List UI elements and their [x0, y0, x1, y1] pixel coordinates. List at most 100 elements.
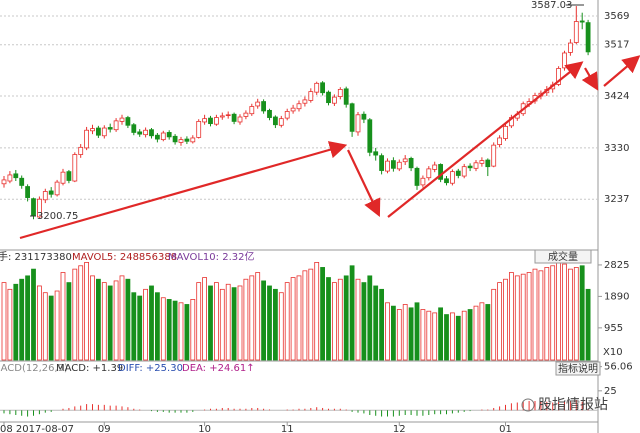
candle-body [479, 160, 485, 164]
candle-body [231, 113, 237, 122]
volume-bar [390, 305, 396, 361]
candle-body [66, 171, 72, 181]
x-tick-label: 08 2017-08-07 [0, 424, 74, 433]
volume-bar [72, 268, 78, 361]
y-tick-label: 3569 [604, 11, 629, 22]
volume-bar [373, 285, 379, 361]
volume-bar [449, 312, 455, 361]
volume-bar [331, 282, 337, 361]
candle-body [390, 160, 396, 169]
candle-body [154, 134, 160, 140]
volume-bar [66, 282, 72, 361]
arrows [19, 55, 640, 240]
candle-body [119, 117, 125, 122]
volume-bar [96, 278, 101, 361]
candle-body [573, 21, 579, 43]
arrow [603, 55, 640, 87]
volume-bar [385, 302, 390, 361]
candle-body [414, 167, 420, 186]
candle-body [78, 146, 84, 155]
volume-bar [349, 265, 355, 361]
volume-bar [101, 282, 107, 361]
candle-body [373, 151, 379, 156]
volume-bar [84, 262, 89, 361]
volume-bar [154, 292, 160, 361]
volume-bar [119, 275, 125, 361]
volume-bar [7, 288, 13, 361]
watermark-icon [521, 398, 535, 412]
button-label[interactable]: 成交量 [548, 250, 578, 263]
candle-body [196, 121, 202, 138]
volume-bar [479, 302, 485, 361]
candle-body [585, 22, 591, 53]
candle-body [396, 161, 402, 170]
candle-body [249, 106, 255, 115]
volume-bar [172, 300, 178, 361]
volume-bar [414, 302, 420, 361]
button[interactable] [555, 361, 601, 376]
candle-body [255, 101, 261, 107]
candle-body [272, 116, 278, 126]
candle-body [125, 117, 131, 126]
volume-bar [90, 275, 95, 361]
annotation: 3200.75 [37, 211, 78, 222]
volume-bar [296, 275, 302, 361]
volume-bar [396, 309, 402, 361]
candle-body [467, 165, 473, 169]
candle-body [461, 166, 467, 177]
legend: DEA: +24.61↑ [182, 363, 255, 374]
volume-bar [42, 292, 48, 361]
annotation: 3587.03 [531, 0, 572, 11]
candle-body [444, 178, 449, 184]
candle-body [302, 99, 308, 104]
candle-body [166, 132, 172, 138]
volume-bar [107, 285, 113, 361]
volume-bar [473, 305, 479, 361]
volume-bar [1, 282, 7, 361]
volume-bar [544, 267, 550, 361]
volume-bar [178, 302, 184, 361]
volume-bar [455, 315, 461, 361]
candle-body [101, 127, 107, 137]
candle-body [237, 116, 243, 123]
volume-bar [190, 299, 196, 361]
volume-bar [208, 285, 213, 361]
candle-body [290, 107, 296, 112]
candle-body [19, 177, 25, 186]
volume-bar [379, 288, 385, 361]
candle-body [113, 120, 119, 131]
legend: 总手: 231173380 [0, 250, 72, 263]
candle-body [355, 114, 361, 133]
candle-body [556, 68, 561, 85]
y-tick-label: 1890 [604, 291, 629, 302]
volume-bar [426, 310, 432, 361]
candle-body [13, 173, 19, 179]
volume-bar [284, 282, 290, 361]
candle-body [308, 91, 314, 101]
candle-body [331, 96, 337, 104]
candle-body [568, 42, 573, 53]
volume-bar [37, 285, 42, 361]
button-label[interactable]: 指标说明 [558, 362, 598, 375]
candle-body [219, 115, 225, 118]
volume-bar [438, 307, 444, 361]
candle-body [31, 198, 36, 216]
y-tick-label: 2825 [604, 260, 629, 271]
candle-body [243, 112, 249, 117]
volume-bar [31, 268, 36, 361]
volume-bar [420, 309, 426, 361]
button[interactable] [534, 249, 592, 264]
legend: DIFF: +25.30 [118, 363, 183, 374]
volume-bar [196, 282, 202, 361]
volume-bar [237, 285, 243, 361]
candle-body [278, 118, 284, 126]
volume-bar [497, 282, 503, 361]
y-tick-label: 25 [604, 386, 617, 397]
candle-body [367, 119, 373, 153]
volume-bar [568, 268, 573, 361]
volume-bar [308, 268, 314, 361]
volume-bar [261, 280, 267, 361]
volume-bar [508, 272, 514, 361]
candle-body [143, 129, 149, 136]
